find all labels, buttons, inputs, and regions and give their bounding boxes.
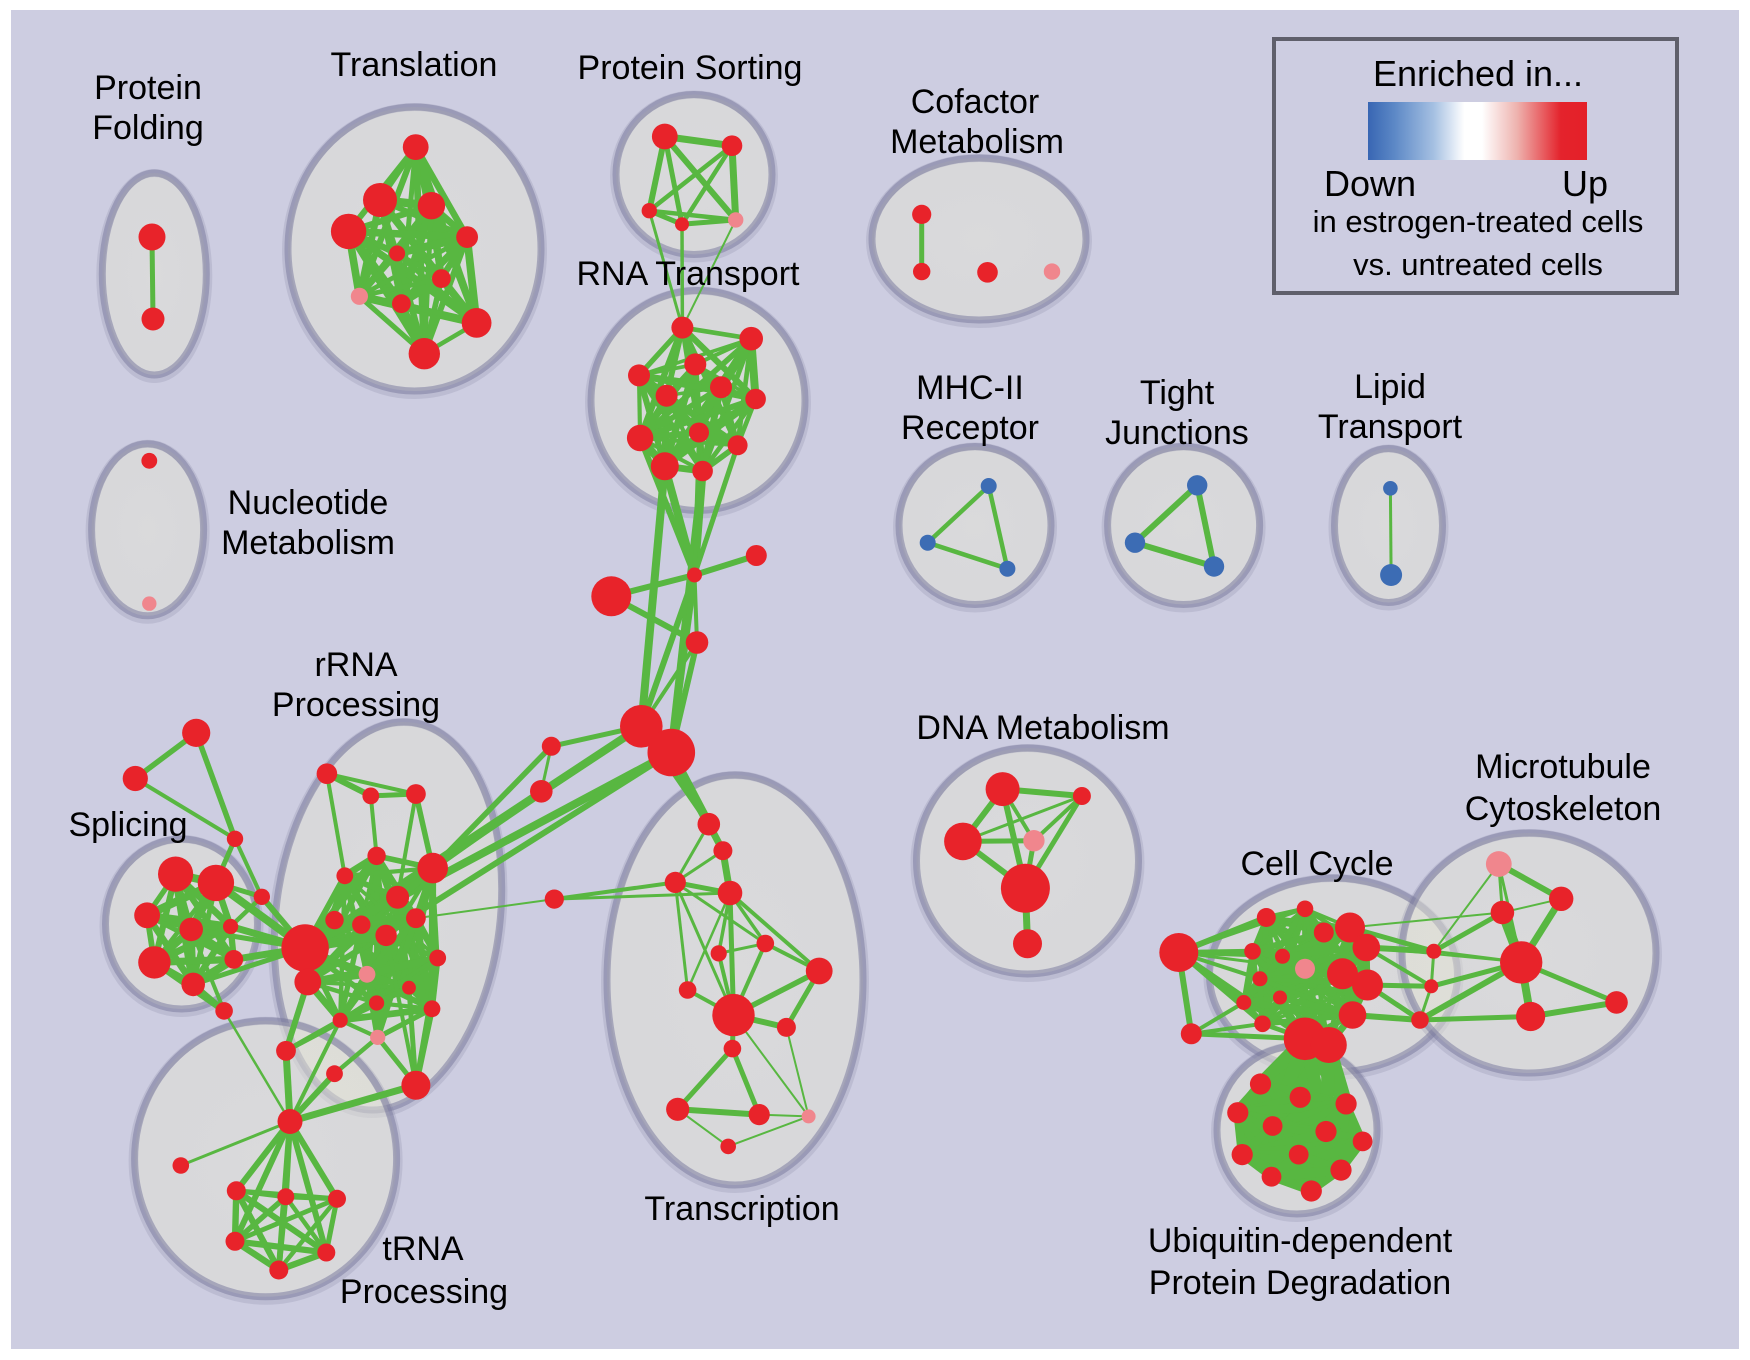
svg-text:Nucleotide: Nucleotide xyxy=(228,484,389,522)
svg-text:Processing: Processing xyxy=(340,1273,508,1311)
svg-text:Cofactor: Cofactor xyxy=(911,83,1040,121)
svg-text:Translation: Translation xyxy=(331,46,498,84)
svg-text:Cell Cycle: Cell Cycle xyxy=(1240,845,1393,883)
svg-text:Transport: Transport xyxy=(1318,408,1463,446)
svg-text:Receptor: Receptor xyxy=(901,409,1039,447)
svg-text:Tight: Tight xyxy=(1140,374,1215,412)
svg-text:rRNA: rRNA xyxy=(314,646,397,684)
svg-text:Protein Degradation: Protein Degradation xyxy=(1149,1264,1451,1302)
svg-text:tRNA: tRNA xyxy=(382,1230,464,1268)
svg-text:Down: Down xyxy=(1324,163,1416,204)
svg-text:Up: Up xyxy=(1562,163,1608,204)
svg-text:Ubiquitin-dependent: Ubiquitin-dependent xyxy=(1148,1222,1453,1260)
svg-text:Protein Sorting: Protein Sorting xyxy=(578,49,803,87)
svg-text:in estrogen-treated cells: in estrogen-treated cells xyxy=(1313,204,1644,239)
svg-text:Microtubule: Microtubule xyxy=(1475,748,1651,786)
svg-text:Cytoskeleton: Cytoskeleton xyxy=(1465,790,1662,828)
svg-text:Splicing: Splicing xyxy=(68,806,187,844)
svg-text:Folding: Folding xyxy=(92,109,204,147)
svg-text:DNA Metabolism: DNA Metabolism xyxy=(916,709,1169,747)
svg-text:Enriched in...: Enriched in... xyxy=(1373,53,1583,94)
svg-text:Lipid: Lipid xyxy=(1354,368,1426,406)
svg-text:Processing: Processing xyxy=(272,686,440,724)
svg-text:Junctions: Junctions xyxy=(1105,414,1249,452)
svg-text:Transcription: Transcription xyxy=(644,1190,839,1228)
svg-text:Metabolism: Metabolism xyxy=(221,524,395,562)
svg-text:Protein: Protein xyxy=(94,69,202,107)
svg-text:vs. untreated cells: vs. untreated cells xyxy=(1353,247,1603,282)
svg-text:MHC-II: MHC-II xyxy=(916,369,1024,407)
svg-text:RNA Transport: RNA Transport xyxy=(577,255,801,293)
svg-text:Metabolism: Metabolism xyxy=(890,123,1064,161)
